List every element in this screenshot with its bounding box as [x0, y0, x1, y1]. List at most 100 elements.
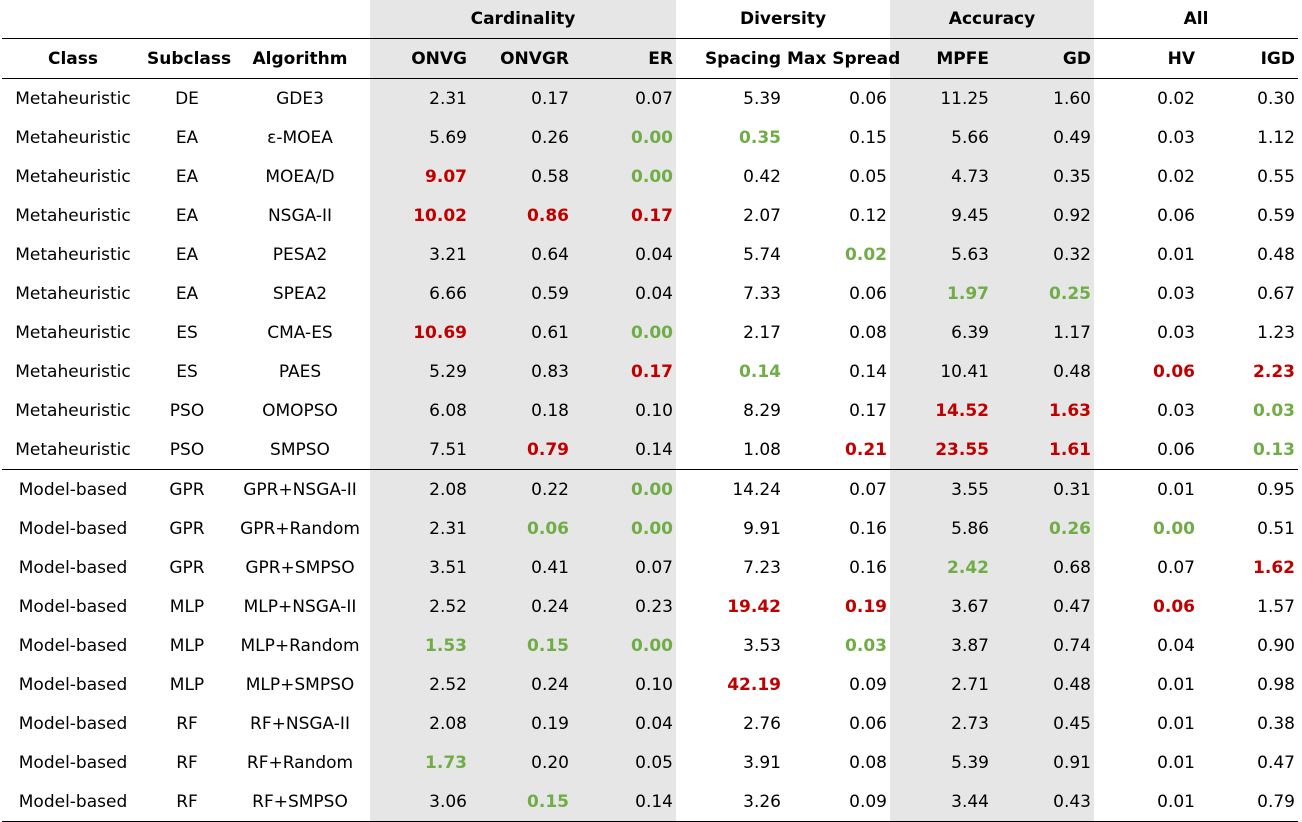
- cell-hv: 0.01: [1094, 782, 1198, 822]
- cell-subclass: ES: [176, 322, 198, 343]
- cell-max-spread: 0.21: [784, 430, 890, 470]
- column-header-subclass: Subclass: [144, 38, 231, 79]
- cell-onvgr: 0.17: [470, 78, 572, 118]
- column-header-spacing: Spacing: [676, 38, 784, 79]
- cell-onvg: 1.73: [370, 743, 470, 782]
- cell-onvgr: 0.20: [470, 743, 572, 782]
- cell-onvg: 5.69: [370, 118, 470, 157]
- cell-hv: 0.07: [1157, 557, 1195, 578]
- cell-spacing: 1.08: [676, 430, 784, 470]
- cell-er: 0.07: [572, 78, 676, 118]
- cell-algorithm: ε-MOEA: [267, 127, 333, 148]
- cell-er: 0.00: [572, 118, 676, 157]
- cell-onvg: 1.53: [370, 626, 470, 665]
- cell-gd: 0.91: [992, 743, 1094, 782]
- cell-algorithm: NSGA-II: [267, 205, 333, 226]
- cell-onvgr: 0.15: [470, 782, 572, 822]
- cell-onvgr: 0.06: [470, 509, 572, 548]
- cell-igd: 0.98: [1257, 674, 1295, 695]
- cell-er: 0.04: [572, 235, 676, 274]
- group-header-diversity: Diversity: [739, 9, 827, 29]
- cell-algorithm: GPR+NSGA-II: [243, 479, 357, 500]
- cell-hv: 0.03: [1157, 322, 1195, 343]
- cell-class: Metaheuristic: [15, 88, 131, 109]
- cell-class: Model-based: [18, 674, 128, 695]
- cell-max-spread: 0.16: [849, 518, 887, 539]
- cell-igd: 0.90: [1257, 635, 1295, 656]
- cell-spacing: 42.19: [727, 674, 781, 695]
- cell-class: Model-based: [18, 479, 128, 500]
- cell-onvg: 10.02: [370, 196, 470, 235]
- cell-gd: 1.63: [992, 391, 1094, 430]
- cell-mpfe: 9.45: [890, 196, 992, 235]
- cell-er: 0.10: [572, 665, 676, 704]
- cell-mpfe: 3.67: [890, 587, 992, 626]
- cell-mpfe: 1.97: [890, 274, 992, 313]
- cell-subclass: MLP: [169, 674, 205, 695]
- column-header-algorithm: Algorithm: [230, 38, 370, 79]
- cell-spacing: 5.74: [743, 244, 781, 265]
- table-row: Metaheuristic ES CMA-ES 10.69 0.61 0.00 2.17 0.…: [2, 313, 1298, 352]
- cell-onvgr: 0.19: [470, 704, 572, 743]
- cell-gd: 0.43: [992, 782, 1094, 822]
- cell-mpfe: 2.42: [890, 548, 992, 587]
- cell-gd: 0.48: [992, 665, 1094, 704]
- cell-onvg: 9.07: [370, 157, 470, 196]
- cell-max-spread: 0.17: [849, 400, 887, 421]
- cell-spacing: 7.33: [743, 283, 781, 304]
- cell-er: 0.00: [572, 626, 676, 665]
- cell-max-spread: 0.07: [849, 479, 887, 500]
- cell-mpfe: 3.87: [890, 626, 992, 665]
- cell-gd: 0.47: [992, 587, 1094, 626]
- cell-onvgr: 0.64: [470, 235, 572, 274]
- cell-algorithm: CMA-ES: [267, 322, 333, 343]
- cell-subclass: EA: [175, 283, 199, 304]
- table-row: Metaheuristic DE GDE3 2.31 0.17 0.07 5.39 0.06 1…: [2, 78, 1298, 118]
- cell-class: Metaheuristic: [15, 283, 131, 304]
- group-header-cardinality: Cardinality: [370, 0, 676, 39]
- cell-mpfe: 5.63: [890, 235, 992, 274]
- cell-onvgr: 0.15: [470, 626, 572, 665]
- cell-subclass: GPR: [169, 557, 205, 578]
- cell-igd: 0.95: [1257, 479, 1295, 500]
- column-header-onvgr: ONVGR: [470, 38, 572, 79]
- cell-er: 0.04: [572, 274, 676, 313]
- cell-onvgr: 0.86: [470, 196, 572, 235]
- cell-subclass: ES: [176, 361, 198, 382]
- cell-class: Metaheuristic: [15, 361, 131, 382]
- cell-onvg: 2.08: [370, 704, 470, 743]
- cell-subclass: EA: [175, 127, 199, 148]
- cell-subclass: RF: [176, 713, 198, 734]
- cell-algorithm: MLP+NSGA-II: [243, 596, 357, 617]
- cell-gd: 0.26: [992, 509, 1094, 548]
- cell-gd: 0.48: [992, 352, 1094, 391]
- cell-spacing: 3.91: [743, 752, 781, 773]
- cell-algorithm: MLP+SMPSO: [245, 674, 355, 695]
- cell-max-spread: 0.06: [849, 88, 887, 109]
- cell-max-spread: 0.15: [849, 127, 887, 148]
- group-header-all: All: [1183, 9, 1209, 29]
- cell-onvg: 2.52: [370, 665, 470, 704]
- cell-mpfe: 6.39: [890, 313, 992, 352]
- cell-algorithm: GPR+SMPSO: [245, 557, 355, 578]
- cell-onvg: 10.69: [370, 313, 470, 352]
- cell-max-spread: 0.09: [784, 782, 890, 822]
- cell-igd: 0.67: [1257, 283, 1295, 304]
- cell-class: Metaheuristic: [15, 205, 131, 226]
- cell-onvg: 2.52: [370, 587, 470, 626]
- cell-igd: 0.51: [1257, 518, 1295, 539]
- cell-igd: 1.23: [1257, 322, 1295, 343]
- column-header-igd: IGD: [1198, 38, 1298, 79]
- cell-mpfe: 5.66: [890, 118, 992, 157]
- cell-hv: 0.01: [1157, 674, 1195, 695]
- table-row: Metaheuristic EA MOEA/D 9.07 0.58 0.00 0.42 0.0…: [2, 157, 1298, 196]
- cell-onvg: 3.51: [370, 548, 470, 587]
- column-header-gd: GD: [992, 38, 1094, 79]
- cell-igd: 1.57: [1257, 596, 1295, 617]
- cell-igd: 0.30: [1257, 88, 1295, 109]
- cell-max-spread: 0.03: [845, 635, 887, 656]
- cell-onvgr: 0.83: [470, 352, 572, 391]
- table-row: Model-based MLP MLP+SMPSO 2.52 0.24 0.10 42.19…: [2, 665, 1298, 704]
- cell-algorithm: PAES: [278, 361, 322, 382]
- cell-class: Model-based: [2, 782, 144, 822]
